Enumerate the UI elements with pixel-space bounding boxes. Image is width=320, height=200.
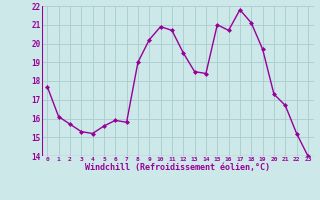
X-axis label: Windchill (Refroidissement éolien,°C): Windchill (Refroidissement éolien,°C) bbox=[85, 163, 270, 172]
